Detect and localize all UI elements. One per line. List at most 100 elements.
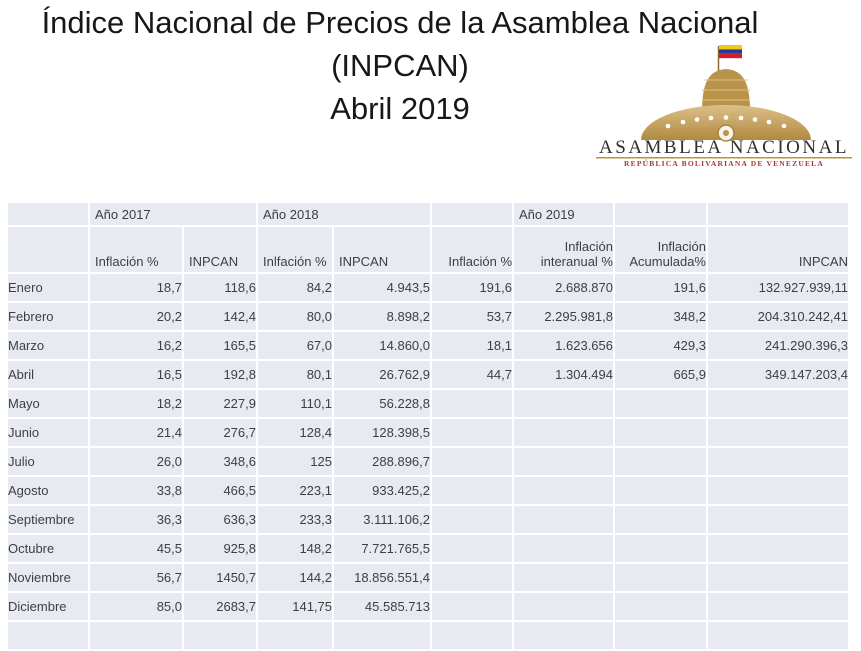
value-cell: 141,75 [258,593,332,620]
year-2019-header: Año 2019 [514,203,613,225]
value-cell: 26.762,9 [334,361,430,388]
value-cell: 84,2 [258,274,332,301]
value-cell [615,419,706,446]
value-cell [708,535,848,562]
table-row: Junio 21,4 276,7 128,4 128.398,5 [8,419,848,446]
value-cell [708,506,848,533]
table-row: Septiembre 36,3 636,3 233,3 3.111.106,2 [8,506,848,533]
month-cell: Mayo [8,390,88,417]
value-cell: 18,7 [90,274,182,301]
value-cell: 7.721.765,5 [334,535,430,562]
table-row: Enero 18,7 118,6 84,2 4.943,5 191,6 2.688.870 1… [8,274,848,301]
col-header-inpcan-2019: INPCAN [708,227,848,272]
value-cell [432,419,512,446]
month-cell: Febrero [8,303,88,330]
col-header-inflacion-2017: Inflación % [90,227,182,272]
month-cell [8,622,88,649]
value-cell: 192,8 [184,361,256,388]
value-cell: 191,6 [432,274,512,301]
value-cell [90,622,182,649]
value-cell [514,448,613,475]
title-line-3: Abril 2019 [330,91,470,126]
value-cell [258,622,332,649]
value-cell: 18,2 [90,390,182,417]
venezuela-flag-icon [717,45,742,72]
value-cell [514,564,613,591]
month-cell: Abril [8,361,88,388]
value-cell: 85,0 [90,593,182,620]
table-row: Julio 26,0 348,6 125 288.896,7 [8,448,848,475]
value-cell: 16,5 [90,361,182,388]
month-cell: Noviembre [8,564,88,591]
value-cell: 348,6 [184,448,256,475]
value-cell: 36,3 [90,506,182,533]
value-cell [432,477,512,504]
value-cell: 1450,7 [184,564,256,591]
logo-underline [596,157,852,159]
value-cell [514,506,613,533]
value-cell [615,390,706,417]
value-cell: 125 [258,448,332,475]
value-cell [514,535,613,562]
value-cell [615,448,706,475]
value-cell: 118,6 [184,274,256,301]
col-header-inflacion-2018: Inlfación % [258,227,332,272]
table-row: Noviembre 56,7 1450,7 144,2 18.856.551,4 [8,564,848,591]
table-row: Abril 16,5 192,8 80,1 26.762,9 44,7 1.304.494 6… [8,361,848,388]
value-cell [514,477,613,504]
year-2018-header: Año 2018 [258,203,430,225]
month-cell: Diciembre [8,593,88,620]
value-cell: 21,4 [90,419,182,446]
title-line-1: Índice Nacional de Precios de la Asamble… [41,5,759,40]
value-cell [615,564,706,591]
year-header-row: Año 2017 Año 2018 Año 2019 [8,203,848,225]
value-cell [514,390,613,417]
value-cell: 204.310.242,41 [708,303,848,330]
table-row: Mayo 18,2 227,9 110,1 56.228,8 [8,390,848,417]
value-cell: 276,7 [184,419,256,446]
value-cell [432,564,512,591]
value-cell [708,593,848,620]
month-cell: Julio [8,448,88,475]
table-row-cropped [8,622,848,649]
value-cell: 4.943,5 [334,274,430,301]
value-cell [432,448,512,475]
value-cell: 20,2 [90,303,182,330]
value-cell: 2683,7 [184,593,256,620]
value-cell: 144,2 [258,564,332,591]
value-cell: 223,1 [258,477,332,504]
title-line-2: (INPCAN) [331,48,469,83]
value-cell: 665,9 [615,361,706,388]
table-row: Marzo 16,2 165,5 67,0 14.860,0 18,1 1.623.656 4… [8,332,848,359]
value-cell [334,622,430,649]
col-header-acumulada-2019: Inflación Acumulada% [615,227,706,272]
column-header-row: Inflación % INPCAN Inlfación % INPCAN In… [8,227,848,272]
value-cell: 128.398,5 [334,419,430,446]
spacer-cell [708,203,848,225]
value-cell [708,477,848,504]
value-cell [432,593,512,620]
value-cell [708,448,848,475]
value-cell: 53,7 [432,303,512,330]
month-cell: Junio [8,419,88,446]
value-cell [432,506,512,533]
value-cell [708,622,848,649]
value-cell: 44,7 [432,361,512,388]
value-cell: 132.927.939,11 [708,274,848,301]
value-cell: 45.585.713 [334,593,430,620]
spacer-cell [432,203,512,225]
value-cell [184,622,256,649]
month-cell: Marzo [8,332,88,359]
value-cell: 16,2 [90,332,182,359]
value-cell [514,593,613,620]
page-title: Índice Nacional de Precios de la Asamble… [0,1,800,130]
month-cell: Enero [8,274,88,301]
value-cell: 33,8 [90,477,182,504]
value-cell: 2.688.870 [514,274,613,301]
value-cell: 26,0 [90,448,182,475]
value-cell: 2.295.981,8 [514,303,613,330]
value-cell: 18.856.551,4 [334,564,430,591]
month-cell: Agosto [8,477,88,504]
value-cell: 14.860,0 [334,332,430,359]
